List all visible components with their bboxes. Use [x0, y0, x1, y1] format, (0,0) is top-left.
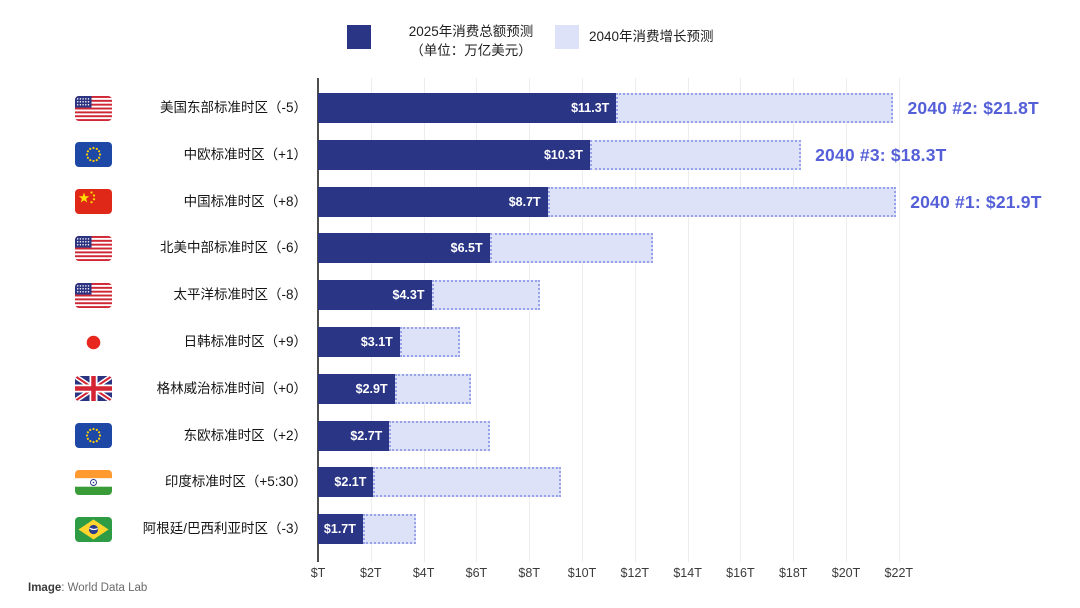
bar-2025: $3.1T — [318, 327, 400, 357]
bar-2040-growth — [589, 139, 802, 170]
flag-eu-icon — [75, 142, 112, 168]
gridline — [687, 78, 689, 562]
timezone-label: 北美中部标准时区（-6） — [159, 240, 307, 256]
legend-swatch-2040 — [555, 25, 579, 49]
gridline — [370, 78, 372, 562]
annotation-2040-total: 2040 #2: $21.8T — [907, 98, 1039, 118]
flag-us-icon — [75, 95, 112, 121]
bar-2025: $1.7T — [318, 514, 363, 545]
bar-2040-growth — [399, 327, 461, 357]
x-axis-tick-label: $20T — [831, 566, 861, 580]
bar-value-label: $2.7T — [350, 428, 383, 443]
gridline — [423, 78, 425, 562]
gridline — [898, 78, 900, 562]
flag-br-icon — [75, 516, 112, 542]
bar-value-label: $6.5T — [450, 241, 483, 256]
bar-value-label: $10.3T — [543, 147, 583, 162]
timezone-label: 东欧标准时区（+2） — [183, 427, 307, 443]
timezone-label: 阿根廷/巴西利亚时区（-3） — [142, 521, 307, 537]
bar-2025: $11.3T — [318, 93, 617, 123]
legend-label-2040: 2040年消费增长预测 — [589, 29, 714, 44]
timezone-label: 太平洋标准时区（-8） — [173, 287, 307, 303]
timezone-label: 日韩标准时区（+9） — [183, 334, 307, 349]
bar-2025: $6.5T — [318, 233, 490, 264]
timezone-label: 美国东部标准时区（-5） — [159, 100, 307, 115]
flag-gb-icon — [75, 376, 112, 402]
timezone-label: 格林威治标准时间（+0） — [156, 380, 307, 396]
image-credit: Image: World Data Lab — [28, 582, 147, 594]
x-axis-tick-label: $6T — [465, 566, 488, 580]
bar-value-label: $2.1T — [334, 475, 367, 490]
x-axis-tick-label: $2T — [360, 566, 382, 580]
annotation-2040-total: 2040 #1: $21.9T — [910, 191, 1042, 212]
gridline — [846, 78, 847, 562]
flag-us-icon — [75, 282, 112, 308]
timezone-label: 印度标准时区（+5:30） — [164, 474, 307, 490]
flag-us-icon — [75, 235, 112, 261]
image-credit-source: : World Data Lab — [61, 582, 148, 594]
legend-swatch-2025 — [347, 25, 371, 49]
bar-value-label: $11.3T — [571, 101, 610, 115]
annotation-2040-total: 2040 #3: $18.3T — [815, 144, 947, 165]
legend-label-2025-line2: （单位：万亿美元） — [410, 43, 532, 58]
bar-2040-growth — [389, 420, 490, 451]
bar-value-label: $4.3T — [392, 288, 425, 303]
flag-eu-icon — [75, 423, 112, 449]
bar-2025: $4.3T — [318, 280, 432, 311]
bar-2040-growth — [489, 233, 654, 264]
bar-2025: $8.7T — [318, 186, 548, 217]
gridline — [529, 78, 531, 562]
bar-2025: $2.7T — [318, 420, 390, 451]
bar-2040-growth — [373, 467, 561, 498]
gridline — [740, 78, 742, 562]
bar-value-label: $1.7T — [323, 522, 356, 537]
x-axis-tick-label: $T — [310, 566, 326, 580]
timezone-label: 中欧标准时区（+1） — [183, 146, 307, 162]
gridline — [634, 78, 636, 562]
gridline — [582, 78, 583, 562]
bar-2025: $10.3T — [318, 139, 590, 170]
x-axis-tick-label: $16T — [726, 566, 755, 580]
bar-2040-growth — [547, 186, 897, 217]
bar-2040-growth — [394, 373, 472, 404]
bar-2040-growth — [362, 514, 416, 545]
x-axis-tick-label: $14T — [673, 566, 702, 580]
bar-2025: $2.9T — [318, 373, 395, 404]
x-axis-tick-label: $12T — [620, 566, 650, 580]
bar-2040-growth — [616, 93, 894, 123]
bar-value-label: $3.1T — [360, 335, 393, 349]
flag-in-icon — [75, 469, 112, 495]
x-axis-tick-label: $10T — [567, 566, 597, 580]
bar-2025: $2.1T — [318, 467, 374, 498]
flag-jp-icon — [75, 329, 112, 355]
flag-cn-icon — [75, 189, 112, 215]
x-axis-tick-label: $22T — [884, 566, 914, 580]
y-axis-line — [317, 78, 319, 562]
x-axis-tick-label: $18T — [778, 566, 808, 580]
image-credit-label: Image — [28, 582, 62, 594]
gridline — [793, 78, 795, 562]
legend-label-2025-line1: 2025年消费总额预测 — [408, 24, 534, 39]
legend-label-2025: 2025年消费总额预测 （单位：万亿美元） — [383, 22, 559, 60]
bar-2040-growth — [431, 280, 540, 311]
gridline — [476, 78, 478, 562]
bar-value-label: $2.9T — [355, 381, 388, 396]
x-axis-tick-label: $4T — [412, 566, 435, 580]
timezone-label: 中国标准时区（+8） — [183, 193, 307, 209]
x-axis-tick-label: $8T — [518, 566, 540, 580]
bar-value-label: $8.7T — [508, 194, 541, 209]
